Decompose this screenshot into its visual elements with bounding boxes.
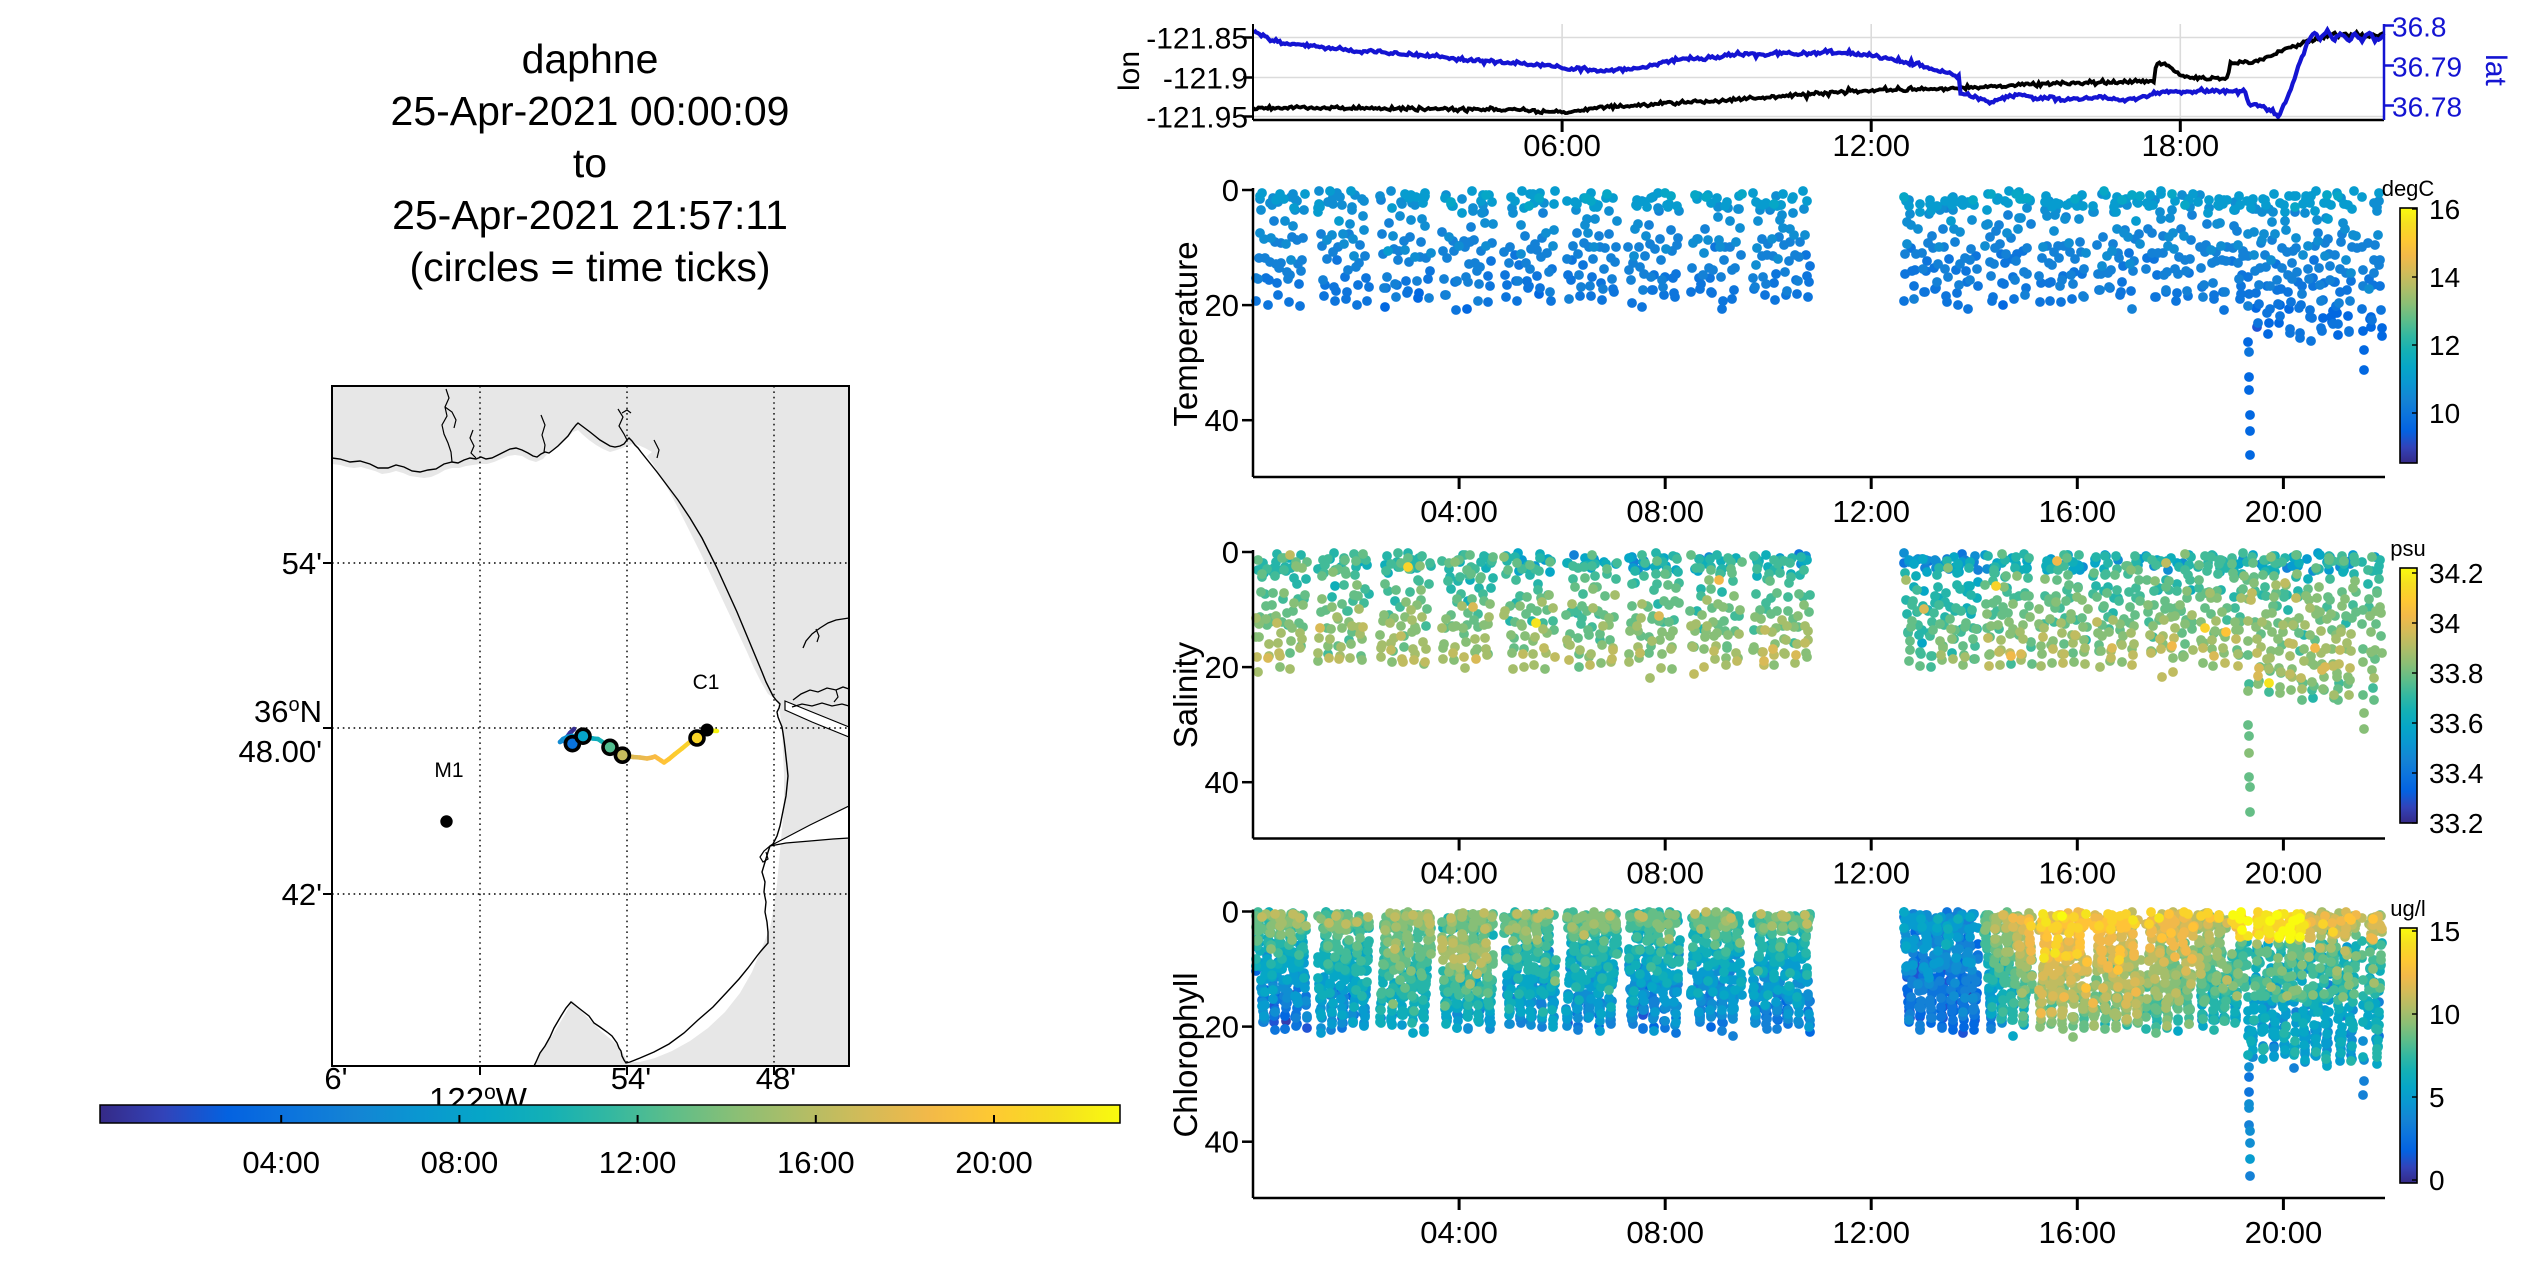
svg-text:12: 12 [2429,330,2460,361]
svg-text:40: 40 [1205,1125,1239,1160]
svg-text:-121.85: -121.85 [1146,23,1248,56]
svg-text:20: 20 [1205,288,1239,323]
svg-text:04:00: 04:00 [1420,856,1498,891]
svg-text:34: 34 [2429,608,2460,639]
svg-text:20: 20 [1205,650,1239,685]
svg-text:08:00: 08:00 [1626,856,1704,891]
svg-text:ug/l: ug/l [2390,896,2425,921]
svg-text:0: 0 [1222,895,1239,930]
svg-text:12:00: 12:00 [1832,1215,1910,1250]
svg-text:20: 20 [1205,1010,1239,1045]
svg-text:33.8: 33.8 [2429,658,2484,689]
svg-text:20:00: 20:00 [955,1145,1033,1180]
svg-text:25-Apr-2021 00:00:09: 25-Apr-2021 00:00:09 [391,88,790,134]
svg-text:42': 42' [282,877,322,912]
svg-text:lon: lon [1113,51,1146,91]
svg-text:20:00: 20:00 [2245,1215,2323,1250]
svg-text:20:00: 20:00 [2245,856,2323,891]
svg-text:08:00: 08:00 [1626,494,1704,529]
svg-text:12:00: 12:00 [599,1145,677,1180]
svg-text:40: 40 [1205,403,1239,438]
svg-text:18:00: 18:00 [2142,128,2220,163]
svg-text:14: 14 [2429,262,2460,293]
svg-text:16:00: 16:00 [2039,494,2117,529]
svg-text:Chlorophyll: Chlorophyll [1167,972,1204,1137]
svg-text:16:00: 16:00 [2039,856,2117,891]
svg-text:degC: degC [2382,176,2435,201]
svg-text:33.2: 33.2 [2429,808,2484,839]
svg-text:0: 0 [1222,173,1239,208]
svg-text:12:00: 12:00 [1832,128,1910,163]
svg-text:36.79: 36.79 [2392,52,2462,83]
svg-text:12:00: 12:00 [1832,856,1910,891]
svg-text:10: 10 [2429,999,2460,1030]
svg-text:16:00: 16:00 [2039,1215,2117,1250]
svg-text:10: 10 [2429,398,2460,429]
svg-text:08:00: 08:00 [1626,1215,1704,1250]
svg-text:36oN: 36oN [254,694,322,729]
svg-text:16:00: 16:00 [777,1145,855,1180]
svg-text:48': 48' [756,1061,796,1096]
svg-text:psu: psu [2390,536,2425,561]
svg-text:04:00: 04:00 [242,1145,320,1180]
svg-text:20:00: 20:00 [2245,494,2323,529]
svg-text:0: 0 [1222,535,1239,570]
svg-text:33.4: 33.4 [2429,758,2484,789]
svg-text:(circles = time ticks): (circles = time ticks) [409,244,770,290]
svg-text:25-Apr-2021 21:57:11: 25-Apr-2021 21:57:11 [392,192,788,238]
svg-text:40: 40 [1205,765,1239,800]
svg-text:0: 0 [2429,1165,2445,1196]
svg-text:36.78: 36.78 [2392,92,2462,123]
svg-text:M1: M1 [434,759,463,782]
svg-text:6': 6' [324,1061,347,1096]
svg-text:5: 5 [2429,1082,2445,1113]
svg-text:to: to [573,140,607,186]
svg-text:Salinity: Salinity [1167,641,1204,748]
svg-text:15: 15 [2429,916,2460,947]
svg-text:04:00: 04:00 [1420,1215,1498,1250]
svg-text:06:00: 06:00 [1523,128,1601,163]
svg-text:-121.95: -121.95 [1146,102,1248,135]
svg-text:C1: C1 [693,671,720,694]
svg-text:34.2: 34.2 [2429,558,2484,589]
svg-text:12:00: 12:00 [1832,494,1910,529]
svg-text:54': 54' [282,546,322,581]
svg-text:-121.9: -121.9 [1163,63,1248,96]
svg-text:33.6: 33.6 [2429,708,2484,739]
svg-text:54': 54' [611,1061,651,1096]
svg-text:lat: lat [2479,54,2512,86]
svg-text:08:00: 08:00 [421,1145,499,1180]
svg-text:48.00': 48.00' [239,734,323,769]
svg-text:04:00: 04:00 [1420,494,1498,529]
svg-text:36.8: 36.8 [2392,12,2447,43]
svg-text:Temperature: Temperature [1167,241,1204,426]
svg-text:16: 16 [2429,194,2460,225]
svg-text:daphne: daphne [522,36,659,82]
